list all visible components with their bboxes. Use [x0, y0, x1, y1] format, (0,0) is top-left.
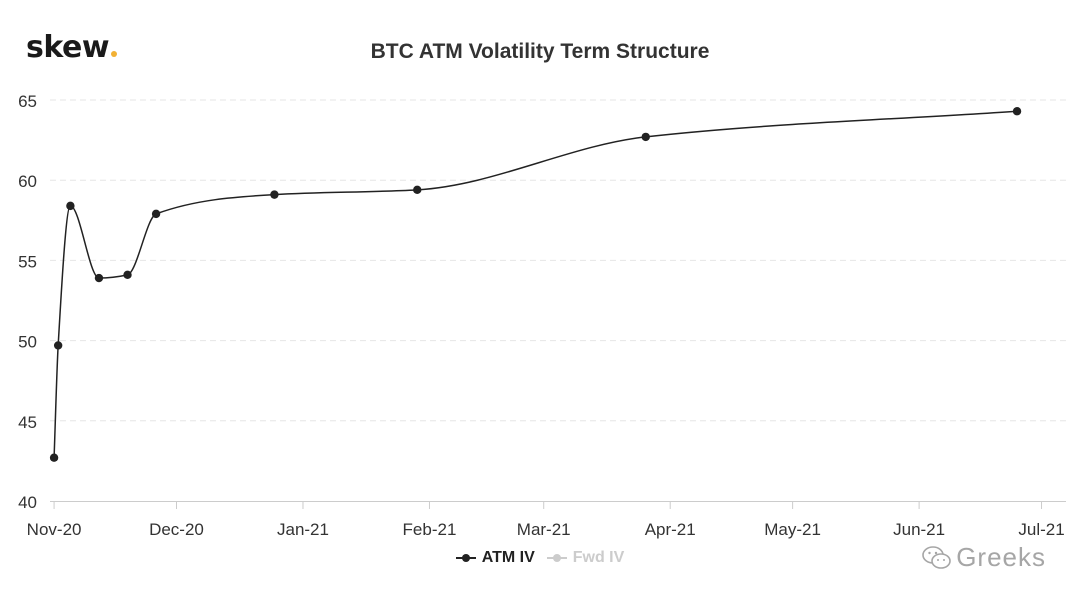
atm-iv-point[interactable] [270, 190, 279, 199]
atm-iv-point[interactable] [151, 209, 161, 219]
x-tick-label: Nov-20 [27, 520, 82, 539]
atm-iv-point[interactable] [49, 453, 59, 462]
atm-iv-line [53, 110, 1018, 458]
x-tick-label: May-21 [764, 520, 821, 539]
brand-name: skew [26, 30, 110, 65]
watermark: Greeks [922, 542, 1046, 573]
logo-dot-icon [111, 51, 118, 57]
legend-item-atm-iv[interactable]: ATM IV [455, 549, 535, 567]
legend-marker-icon [546, 553, 567, 563]
atm-iv-point[interactable] [123, 270, 132, 280]
y-tick-label: 50 [18, 333, 37, 352]
x-tick-label: Jan-21 [277, 520, 329, 539]
chart-legend: ATM IV Fwd IV [0, 549, 1080, 568]
legend-marker-icon [455, 553, 476, 563]
legend-item-fwd-iv[interactable]: Fwd IV [546, 549, 625, 567]
x-tick-label: Mar-21 [517, 520, 571, 539]
x-tick-label: Jul-21 [1018, 520, 1064, 539]
atm-iv-point[interactable] [641, 132, 650, 142]
atm-iv-point[interactable] [1012, 107, 1022, 116]
y-tick-label: 60 [18, 172, 37, 191]
skew-logo: skew [26, 30, 118, 65]
atm-iv-point[interactable] [94, 273, 104, 283]
y-tick-label: 65 [18, 92, 37, 111]
atm-iv-point[interactable] [53, 341, 63, 350]
atm-iv-point[interactable] [66, 201, 75, 211]
x-tick-label: Jun-21 [893, 520, 945, 539]
x-tick-label: Feb-21 [403, 520, 457, 539]
y-tick-label: 45 [18, 413, 37, 432]
y-tick-label: 40 [18, 493, 37, 512]
y-tick-label: 55 [18, 252, 37, 271]
x-tick-label: Apr-21 [645, 520, 696, 539]
legend-label: Fwd IV [572, 549, 625, 566]
series-layer [49, 107, 1022, 462]
watermark-text: Greeks [956, 542, 1046, 572]
atm-iv-point[interactable] [413, 185, 422, 195]
x-tick-label: Dec-20 [149, 520, 204, 539]
axes: 40 45 50 55 60 65 Nov-20 Dec-20 Jan-21 Feb-21 Mar-… [18, 92, 1066, 539]
chart-title: BTC ATM Volatility Term Structure [370, 40, 710, 63]
gridlines [50, 99, 1066, 422]
legend-label: ATM IV [481, 549, 535, 566]
wechat-icon [922, 545, 951, 569]
